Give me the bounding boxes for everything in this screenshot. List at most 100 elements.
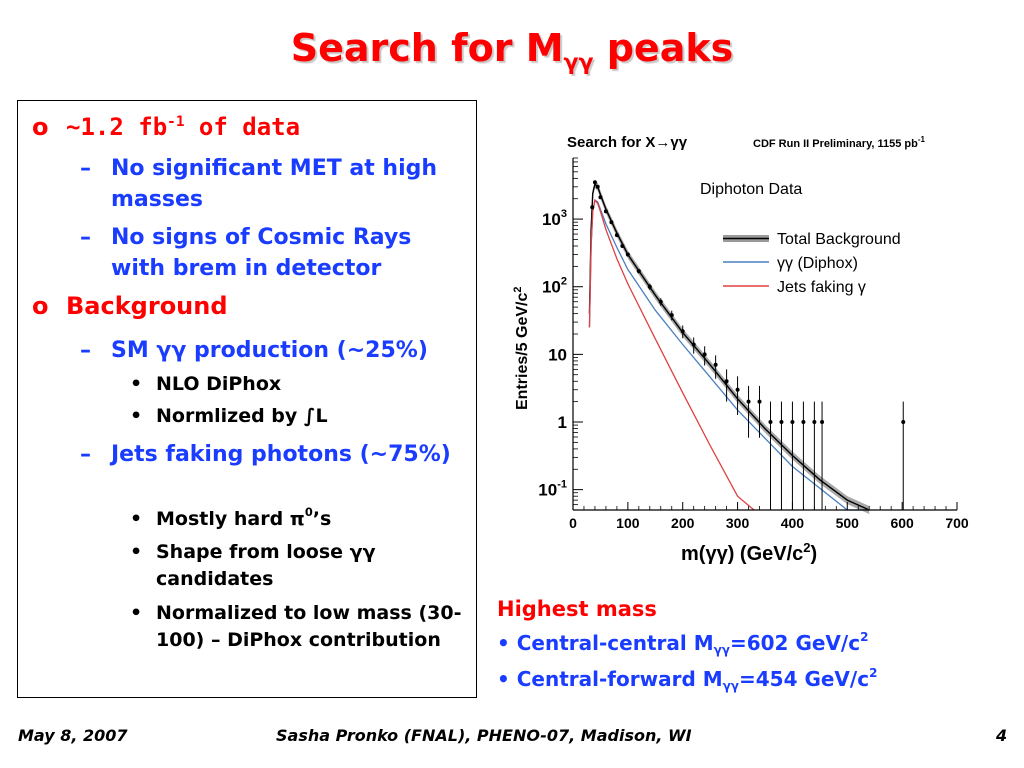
y-tick-sup: 3 [561,208,567,220]
footer-page-number: 4 [996,726,1008,745]
data-prefix: ~1.2 fb [66,113,168,141]
content-box: o ~1.2 fb-1 of data – No significant MET… [17,100,477,698]
hm2-prefix: • Central-forward M [497,667,723,691]
chart-subtitle-sup: -1 [918,135,926,144]
footer-author: Sasha Pronko (FNAL), PHENO-07, Madison, … [276,726,692,745]
x-tick-label: 500 [836,515,860,531]
dash-marker: – [80,338,91,363]
dot-marker: • [130,541,143,563]
title-suffix: peaks [593,26,734,70]
mostly-suffix: ’s [312,508,332,530]
chart-annotation: Diphoton Data [700,181,802,198]
data-point [647,284,652,289]
data-point [901,420,906,424]
xlabel-prefix: m(γγ) (GeV/c [681,543,803,565]
sub-bullet-met-text: No significant MET at high masses [111,156,438,212]
chart-subtitle: CDF Run II Preliminary, 1155 pb-1 [753,135,926,150]
mostly-sup: 0 [304,505,313,519]
legend-label-total: Total Background [777,231,901,248]
x-tick-label: 400 [781,515,805,531]
legend-label-jets: Jets faking γ [777,279,866,296]
data-point [680,329,685,334]
title-subscript: γγ [563,50,594,76]
chart-subtitle-prefix: CDF Run II Preliminary, 1155 pb [753,138,918,150]
series-line-jets [588,198,755,511]
data-points-layer [590,180,906,510]
plot-background [505,120,985,580]
data-point [620,244,625,248]
dot-marker: • [130,508,143,530]
hm2-sup: 2 [869,666,878,680]
xlabel-sup: 2 [803,540,810,555]
x-tick-label: 700 [945,515,969,531]
dot-marker: • [130,602,143,624]
data-point [713,362,718,367]
mostly-prefix: Mostly hard π [156,508,305,530]
dot-marker: • [130,373,143,395]
sub-bullet-cosmic-text: No signs of Cosmic Rays with brem in det… [111,225,412,281]
data-point [658,299,663,304]
x-tick-label: 200 [671,515,695,531]
data-point [625,252,630,257]
hm1-sup: 2 [860,630,869,644]
data-point [746,399,751,404]
y-tick-base: 10 [538,481,557,500]
sub-bullet-sm-text: SM γγ production (~25%) [111,338,428,363]
legend-label-diphox: γγ (Diphox) [777,255,858,272]
xlabel-suffix: ) [811,543,818,565]
sub-sub-nlo-text: NLO DiPhox [156,373,282,395]
data-point [801,420,806,424]
bullet-background-text: Background [66,292,228,320]
data-point [735,387,740,392]
y-tick-sup: -1 [557,479,567,491]
sub-sub-normalized-text: Normalized to low mass (30-100) – DiPhox… [156,602,462,651]
data-point [598,195,603,200]
hm1-suffix: =602 GeV/c [729,631,861,655]
hm2-suffix: =454 GeV/c [738,667,870,691]
data-sup: -1 [167,114,185,130]
bullet-marker: o [32,292,49,320]
chart-legend: Total Background γγ (Diphox) Jets faking… [723,231,901,296]
slide-title: Search for Mγγ peaks [0,26,1024,76]
ylabel-prefix: Entries/5 GeV/c [514,293,531,410]
dot-marker: • [130,405,143,427]
highest-mass-title: Highest mass [497,597,657,621]
data-point [669,313,674,318]
hm1-prefix: • Central-central M [497,631,714,655]
data-point [595,184,600,189]
curves-layer [588,182,870,511]
y-tick-label: 10-1 [538,479,567,500]
data-point [636,269,641,274]
data-point [603,209,608,214]
y-tick-base: 10 [542,210,561,229]
data-point [724,379,729,384]
dash-marker: – [80,156,91,181]
data-point [779,420,784,424]
data-suffix: of data [184,113,301,141]
data-point [812,420,817,424]
dash-marker: – [80,442,91,467]
series-line-total-background [588,182,870,511]
highest-mass-item-central-central: • Central-central Mγγ=602 GeV/c2 [497,630,869,657]
chart-xlabel: m(γγ) (GeV/c2) [681,540,817,565]
x-tick-label: 600 [890,515,914,531]
hm2-sub: γγ [722,679,739,693]
y-tick-sup: 2 [561,276,567,288]
y-tick-base: 10 [548,345,567,364]
data-point [609,220,614,225]
data-point [768,420,773,424]
y-tick-label: 10 [548,345,567,364]
chart-title: Search for X→γγ [567,134,688,151]
sub-bullet-jets-text: Jets faking photons (~75%) [111,442,451,467]
y-tick-label: 102 [542,276,567,297]
dash-marker: – [80,225,91,250]
hm1-sub: γγ [713,643,730,657]
sub-sub-shape-text: Shape from loose γγ candidates [156,541,376,590]
y-tick-base: 1 [558,413,567,432]
ylabel-sup: 2 [512,286,524,292]
data-point [614,233,619,238]
y-tick-label: 103 [542,208,567,229]
chart-ylabel: Entries/5 GeV/c2 [512,286,531,410]
footer-date: May 8, 2007 [18,726,128,745]
